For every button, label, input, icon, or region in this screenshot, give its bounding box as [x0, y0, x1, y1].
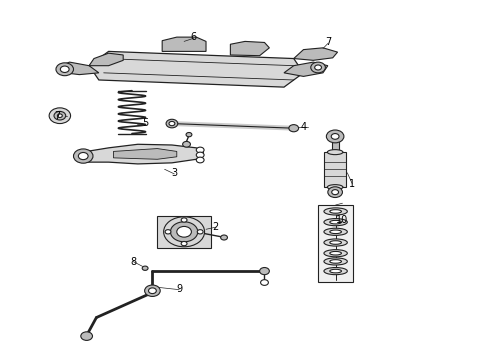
Circle shape	[56, 63, 74, 76]
Circle shape	[171, 222, 198, 242]
Text: 4: 4	[300, 122, 307, 132]
Ellipse shape	[330, 260, 342, 263]
Polygon shape	[162, 37, 206, 51]
Circle shape	[165, 230, 171, 234]
Ellipse shape	[324, 258, 347, 265]
Circle shape	[74, 149, 93, 163]
Circle shape	[311, 62, 325, 73]
Circle shape	[145, 285, 160, 296]
Ellipse shape	[324, 228, 347, 235]
Ellipse shape	[324, 267, 347, 275]
Text: 5: 5	[142, 118, 148, 128]
Circle shape	[315, 65, 321, 70]
Bar	[332, 137, 339, 152]
Circle shape	[164, 217, 204, 247]
Circle shape	[196, 157, 204, 163]
Polygon shape	[77, 144, 203, 164]
Bar	[318, 205, 353, 282]
Circle shape	[49, 108, 71, 123]
Text: 6: 6	[191, 32, 197, 42]
Bar	[157, 216, 211, 248]
Text: 1: 1	[349, 179, 355, 189]
Circle shape	[260, 267, 270, 275]
Circle shape	[169, 121, 175, 126]
Ellipse shape	[327, 150, 343, 155]
Ellipse shape	[327, 185, 343, 190]
Ellipse shape	[324, 249, 347, 257]
Circle shape	[177, 226, 192, 237]
Circle shape	[81, 332, 93, 341]
Circle shape	[289, 125, 298, 132]
Circle shape	[181, 242, 187, 246]
Text: 8: 8	[130, 257, 136, 267]
Polygon shape	[89, 53, 123, 66]
Circle shape	[331, 134, 339, 139]
Bar	[324, 152, 346, 187]
Circle shape	[328, 187, 343, 198]
Text: 10: 10	[336, 215, 348, 225]
Ellipse shape	[330, 210, 342, 213]
Circle shape	[196, 147, 204, 153]
Text: 2: 2	[213, 222, 219, 232]
Circle shape	[326, 130, 344, 143]
Circle shape	[78, 153, 88, 159]
Ellipse shape	[330, 269, 342, 273]
Polygon shape	[89, 51, 303, 87]
Circle shape	[181, 218, 187, 222]
Circle shape	[166, 119, 178, 128]
Ellipse shape	[324, 208, 347, 215]
Circle shape	[220, 235, 227, 240]
Polygon shape	[114, 149, 177, 159]
Ellipse shape	[330, 251, 342, 255]
Circle shape	[261, 280, 269, 285]
Text: 3: 3	[172, 168, 177, 178]
Circle shape	[57, 114, 62, 117]
Circle shape	[332, 190, 339, 195]
Ellipse shape	[324, 219, 347, 226]
Text: 9: 9	[176, 284, 182, 294]
Circle shape	[54, 111, 66, 120]
Circle shape	[197, 230, 203, 234]
Ellipse shape	[324, 239, 347, 246]
Ellipse shape	[330, 220, 342, 224]
Circle shape	[60, 66, 69, 72]
Ellipse shape	[330, 241, 342, 244]
Polygon shape	[294, 48, 338, 60]
Polygon shape	[230, 41, 270, 56]
Circle shape	[148, 288, 156, 294]
Circle shape	[142, 266, 148, 270]
Polygon shape	[284, 62, 328, 76]
Circle shape	[183, 141, 191, 147]
Ellipse shape	[330, 230, 342, 234]
Circle shape	[196, 152, 204, 158]
Polygon shape	[60, 62, 99, 75]
Circle shape	[186, 132, 192, 137]
Text: 7: 7	[54, 111, 61, 121]
Text: 7: 7	[325, 37, 331, 48]
